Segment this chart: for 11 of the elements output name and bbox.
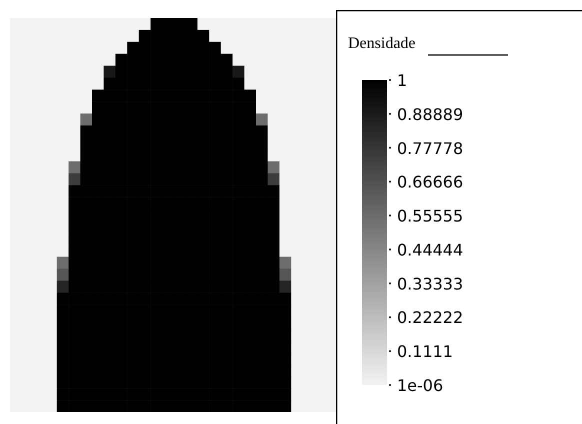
- color-bar-label: 0.77778: [397, 138, 464, 158]
- color-bar-label: 0.33333: [397, 274, 464, 294]
- color-bar-label: 0.1111: [397, 342, 453, 362]
- color-bar-label: 1e-06: [397, 376, 444, 395]
- color-bar-label: 0.66666: [397, 172, 464, 192]
- color-bar-label: 0.88889: [397, 104, 464, 124]
- color-bar-label: 0.22222: [397, 308, 464, 328]
- color-bar-label: 0.55555: [397, 206, 464, 226]
- color-bar-label: 1: [397, 71, 408, 90]
- color-bar-label: 0.44444: [397, 240, 464, 260]
- color-bar-title: Densidade: [348, 35, 416, 52]
